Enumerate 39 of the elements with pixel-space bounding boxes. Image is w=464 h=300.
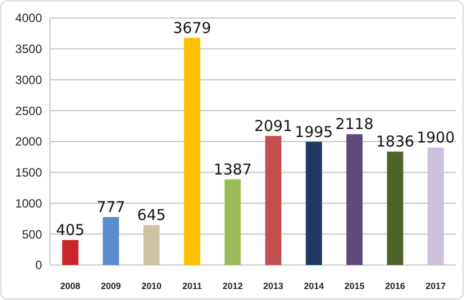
y-tick-label: 3000 xyxy=(15,72,42,87)
x-tick-label: 2014 xyxy=(304,281,324,291)
x-tick-label: 2016 xyxy=(385,281,406,291)
x-tick-label: 2017 xyxy=(426,281,446,291)
bar xyxy=(102,217,120,265)
data-label: 1900 xyxy=(416,128,455,147)
data-label: 3679 xyxy=(173,18,212,37)
x-tick-label: 2011 xyxy=(182,281,202,291)
data-label: 2091 xyxy=(254,116,292,135)
bar xyxy=(184,38,200,265)
y-tick-label: 0 xyxy=(35,258,42,272)
bar xyxy=(346,134,363,265)
y-tick-label: 500 xyxy=(22,227,42,242)
bar xyxy=(224,179,241,265)
bar xyxy=(143,225,160,265)
x-tick-label: 2013 xyxy=(263,281,284,291)
x-tick-label: 2008 xyxy=(60,281,80,291)
y-tick-label: 3500 xyxy=(15,42,42,56)
y-tick-label: 2500 xyxy=(15,104,42,118)
data-label: 1387 xyxy=(214,160,252,178)
bar xyxy=(306,142,322,265)
y-tick-label: 1500 xyxy=(15,166,42,180)
bar xyxy=(62,240,78,265)
data-label: 1995 xyxy=(294,122,333,141)
data-label: 777 xyxy=(96,198,126,216)
y-tick-label: 2000 xyxy=(15,134,42,149)
data-label: 1836 xyxy=(376,132,414,151)
data-label: 2118 xyxy=(335,115,374,134)
bar xyxy=(265,136,282,265)
y-tick-label: 4000 xyxy=(15,11,42,26)
x-tick-label: 2009 xyxy=(100,281,121,291)
bar xyxy=(386,152,404,265)
x-tick-label: 2010 xyxy=(141,281,162,291)
data-label: 405 xyxy=(56,220,85,239)
bar xyxy=(428,148,444,265)
x-tick-label: 2015 xyxy=(344,281,365,291)
x-tick-label: 2012 xyxy=(222,281,243,291)
data-label: 645 xyxy=(137,206,166,224)
y-tick-label: 1000 xyxy=(15,196,42,210)
